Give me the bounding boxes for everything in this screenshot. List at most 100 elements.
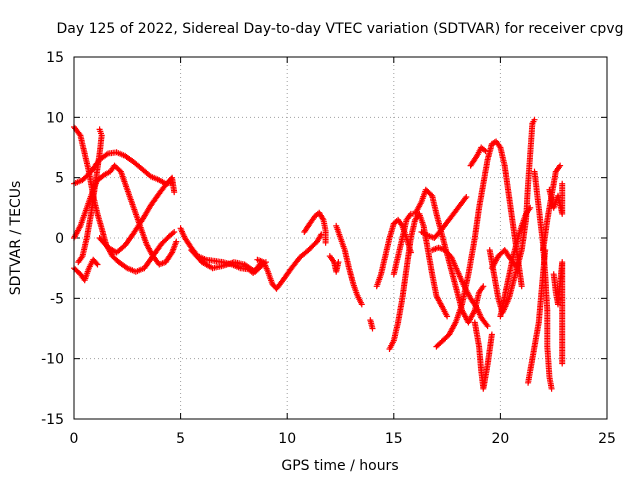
data-trace xyxy=(126,265,138,275)
data-trace xyxy=(144,242,156,258)
data-trace xyxy=(527,122,536,155)
data-series xyxy=(386,210,451,352)
y-tick-label: 10 xyxy=(46,110,64,126)
data-trace xyxy=(90,178,100,192)
data-trace xyxy=(72,266,83,276)
data-series xyxy=(333,222,365,308)
data-trace xyxy=(517,212,529,234)
x-tick-label: 25 xyxy=(598,431,616,447)
data-trace xyxy=(346,266,356,286)
data-point xyxy=(444,313,451,320)
data-trace xyxy=(479,316,490,328)
tick-labels: 0 5 10 15 20 25 -15 -10 -5 0 5 10 15 xyxy=(41,50,616,447)
data-trace xyxy=(472,321,482,348)
data-trace xyxy=(480,158,491,186)
data-point xyxy=(548,385,555,392)
data-trace xyxy=(115,150,127,159)
data-trace xyxy=(256,257,266,265)
data-trace xyxy=(108,164,117,174)
data-trace xyxy=(451,203,462,216)
data-point xyxy=(335,259,342,266)
y-axis-title: SDTVAR / TECUs xyxy=(8,181,24,296)
data-trace xyxy=(396,218,405,228)
data-point xyxy=(559,180,566,187)
data-trace xyxy=(97,236,110,250)
data-trace xyxy=(477,284,486,294)
data-trace xyxy=(306,239,319,252)
data-trace xyxy=(391,321,401,342)
data-trace xyxy=(506,272,518,300)
x-tick-label: 0 xyxy=(70,431,79,447)
data-trace xyxy=(491,272,501,300)
data-trace xyxy=(504,254,516,288)
data-trace xyxy=(274,278,285,291)
data-trace xyxy=(525,152,534,185)
data-trace xyxy=(327,254,336,264)
data-series xyxy=(467,144,489,169)
data-trace xyxy=(302,220,313,234)
x-tick-label: 15 xyxy=(385,431,403,447)
data-trace xyxy=(466,308,477,324)
data-trace xyxy=(84,212,94,240)
data-trace xyxy=(425,248,435,276)
data-series xyxy=(96,174,178,256)
data-trace xyxy=(355,294,364,306)
data-trace xyxy=(157,259,168,267)
data-trace xyxy=(132,160,144,171)
data-point xyxy=(463,194,470,200)
data-point xyxy=(171,229,178,235)
data-trace xyxy=(531,321,542,348)
data-trace xyxy=(559,182,566,216)
data-series xyxy=(71,162,180,268)
data-trace xyxy=(124,188,137,210)
data-trace xyxy=(157,178,168,186)
data-trace xyxy=(542,272,551,312)
data-trace xyxy=(94,212,105,230)
data-trace xyxy=(546,375,555,391)
data-trace xyxy=(399,218,410,240)
data-series xyxy=(429,244,491,330)
x-tick-label: 5 xyxy=(176,431,185,447)
data-trace xyxy=(412,200,424,216)
data-trace xyxy=(506,194,516,228)
data-trace xyxy=(474,306,484,319)
data-series xyxy=(71,124,178,275)
data-series xyxy=(301,209,329,246)
data-series xyxy=(486,116,538,316)
data-trace xyxy=(374,272,384,288)
data-point xyxy=(358,301,365,308)
data-trace xyxy=(392,218,400,226)
data-trace xyxy=(140,167,153,179)
data-trace xyxy=(189,248,204,264)
data-point xyxy=(171,189,178,196)
data-trace xyxy=(527,345,538,373)
data-trace xyxy=(123,231,136,247)
data-trace xyxy=(426,233,436,241)
data-trace xyxy=(525,369,533,385)
x-axis-title: GPS time / hours xyxy=(281,458,398,474)
data-trace xyxy=(97,128,104,137)
data-trace xyxy=(182,236,194,250)
data-trace xyxy=(544,309,551,348)
data-trace xyxy=(110,254,121,264)
data-series xyxy=(188,247,269,275)
data-trace xyxy=(559,260,566,361)
data-trace xyxy=(211,263,225,271)
data-trace xyxy=(95,173,106,183)
data-trace xyxy=(413,212,422,222)
data-trace xyxy=(134,265,146,275)
data-trace xyxy=(468,154,479,168)
data-trace xyxy=(484,333,495,367)
data-point xyxy=(484,323,491,330)
data-trace xyxy=(317,211,326,222)
data-trace xyxy=(313,210,321,219)
data-trace xyxy=(102,169,112,178)
data-trace xyxy=(308,214,317,224)
data-trace xyxy=(91,257,100,267)
data-trace xyxy=(163,250,175,264)
data-series xyxy=(326,253,342,275)
data-trace xyxy=(117,260,129,271)
data-series xyxy=(390,186,487,326)
data-trace xyxy=(77,134,88,155)
